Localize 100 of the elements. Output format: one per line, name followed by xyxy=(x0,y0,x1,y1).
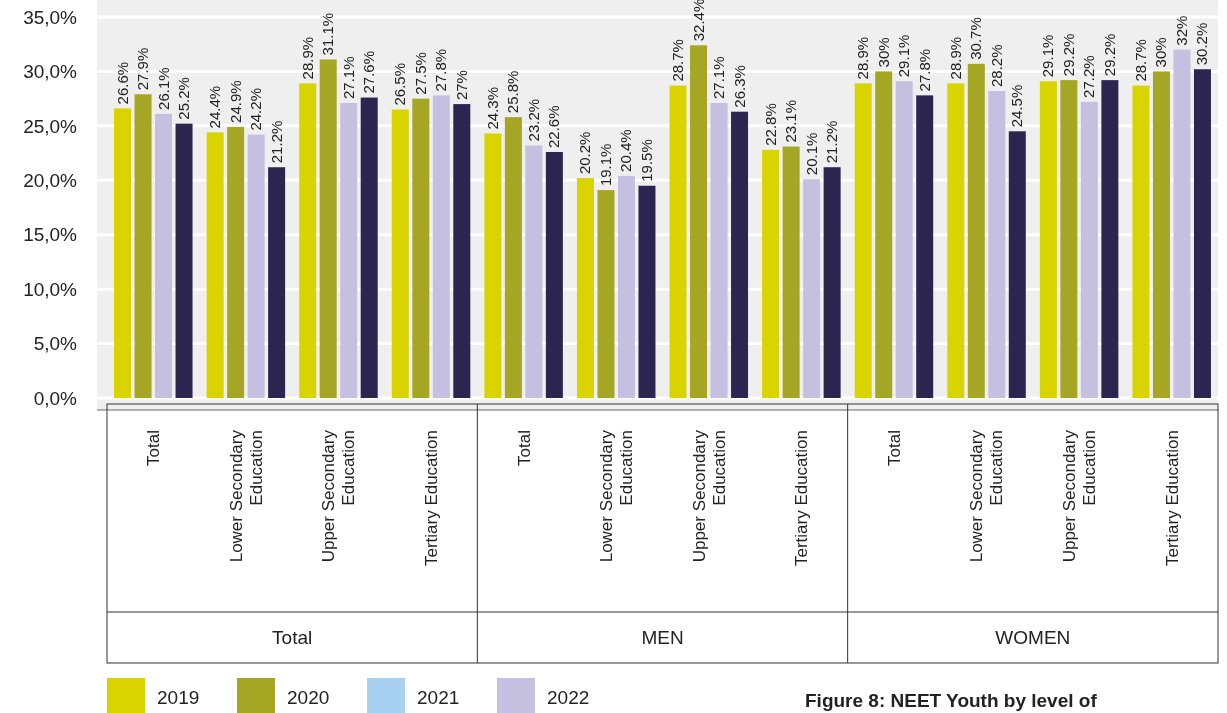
data-label: 30.7% xyxy=(967,17,985,60)
bar xyxy=(206,132,224,398)
data-label: 32% xyxy=(1172,15,1190,46)
legend-label: 2022 xyxy=(547,686,590,708)
bar xyxy=(1008,131,1026,398)
bar xyxy=(319,59,337,398)
x-tick-label: Total xyxy=(884,430,904,466)
y-tick-label: 5,0% xyxy=(33,333,78,355)
data-label: 29.2% xyxy=(1059,33,1077,77)
x-tick-label: Upper Secondary Education xyxy=(689,429,729,563)
data-label: 21.2% xyxy=(267,120,285,164)
y-tick-label: 25,0% xyxy=(23,115,78,137)
bar xyxy=(916,95,934,398)
bar xyxy=(114,108,132,398)
y-tick-label: 35,0% xyxy=(23,6,78,28)
legend-label: 2020 xyxy=(287,686,330,708)
bar xyxy=(875,71,893,398)
y-tick-label: 20,0% xyxy=(23,169,78,191)
bar xyxy=(268,167,286,398)
bar xyxy=(1152,71,1170,398)
bar xyxy=(690,45,708,398)
x-tick-label: Lower Secondary Education xyxy=(967,429,1007,563)
y-tick-label: 0,0% xyxy=(33,387,78,409)
data-label: 19.1% xyxy=(596,143,614,187)
bar xyxy=(967,63,985,398)
data-label: 27.2% xyxy=(1080,55,1098,98)
bar xyxy=(576,178,594,398)
data-label: 26.1% xyxy=(154,67,172,110)
bar xyxy=(1060,80,1078,398)
bar xyxy=(669,85,687,398)
bar xyxy=(597,190,615,398)
x-tick-label: Total xyxy=(514,430,534,466)
x-tick-label: Upper Secondary Education xyxy=(1060,429,1100,563)
data-label: 28.9% xyxy=(298,36,316,80)
data-label: 27.1% xyxy=(339,56,357,99)
bar xyxy=(823,167,841,398)
legend-label: 2021 xyxy=(417,686,460,708)
data-label: 25.2% xyxy=(175,77,193,120)
bar xyxy=(1101,80,1119,398)
bar xyxy=(504,117,522,398)
bar xyxy=(1080,101,1098,398)
x-tick-label: Upper Secondary Education xyxy=(319,429,359,563)
data-label: 30% xyxy=(1152,37,1170,68)
bar xyxy=(895,81,913,398)
data-label: 20.1% xyxy=(802,132,820,176)
data-label: 26.6% xyxy=(113,61,131,105)
data-label: 27.8% xyxy=(432,48,450,92)
data-label: 19.5% xyxy=(637,139,655,182)
bar xyxy=(484,133,502,398)
data-label: 21.2% xyxy=(823,120,841,164)
x-tick-label: Tertiary Education xyxy=(1162,430,1182,567)
text: Total xyxy=(272,627,313,649)
data-label: 26.3% xyxy=(730,65,748,108)
y-tick-label: 10,0% xyxy=(23,278,78,300)
x-tick-label: Lower Secondary Education xyxy=(597,429,637,563)
bar xyxy=(1132,85,1150,398)
y-tick-label: 15,0% xyxy=(23,224,78,246)
bar xyxy=(782,146,800,398)
y-tick-label: 30,0% xyxy=(23,61,78,83)
data-label: 28.7% xyxy=(669,39,687,82)
x-tick-label: Total xyxy=(144,430,164,466)
data-label: 28.2% xyxy=(987,44,1005,88)
data-label: 30% xyxy=(874,37,892,68)
data-label: 29.1% xyxy=(1039,34,1057,78)
data-label: 27.5% xyxy=(411,52,429,95)
bar xyxy=(247,134,265,398)
data-label: 24.4% xyxy=(206,85,224,129)
bar xyxy=(988,91,1006,398)
x-tick-label: Lower Secondary Education xyxy=(226,429,266,563)
data-label: 20.2% xyxy=(576,131,594,175)
data-label: 27.6% xyxy=(360,51,378,94)
data-label: 23.2% xyxy=(524,98,542,142)
data-label: 22.8% xyxy=(761,103,779,146)
bar xyxy=(155,113,173,398)
data-label: 25.8% xyxy=(504,70,522,114)
bar xyxy=(545,151,563,398)
data-label: 28.7% xyxy=(1131,39,1149,82)
data-label: 29.1% xyxy=(895,34,913,78)
bar xyxy=(762,149,780,398)
data-label: 24.2% xyxy=(247,88,265,131)
data-label: 26.5% xyxy=(391,62,409,106)
bar xyxy=(175,123,193,398)
bar xyxy=(412,98,430,398)
legend-label: 2019 xyxy=(157,686,200,708)
text: WOMEN xyxy=(995,627,1071,649)
caption: Figure 8: NEET Youth by level of xyxy=(805,689,1098,711)
data-label: 30.2% xyxy=(1193,22,1211,66)
data-label: 27.9% xyxy=(134,47,152,91)
data-label: 23.1% xyxy=(782,99,800,143)
data-label: 28.9% xyxy=(946,36,964,80)
data-label: 24.9% xyxy=(226,80,244,123)
bar xyxy=(710,103,728,398)
data-label: 31.1% xyxy=(319,12,337,56)
bar xyxy=(453,104,471,398)
data-label: 27% xyxy=(452,70,470,101)
data-label: 22.6% xyxy=(545,105,563,148)
data-label: 24.5% xyxy=(1008,84,1026,128)
bar xyxy=(617,175,635,398)
text: MEN xyxy=(641,627,684,649)
bar xyxy=(947,83,965,398)
